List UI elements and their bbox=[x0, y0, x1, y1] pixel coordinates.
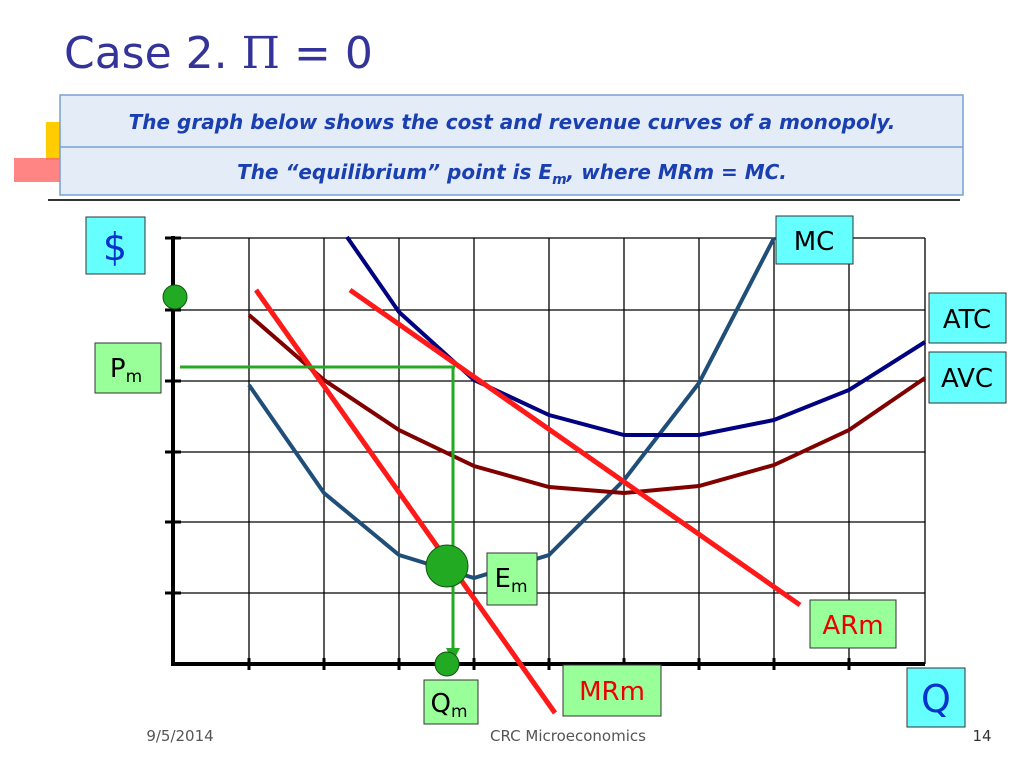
title-prefix: Case 2. bbox=[64, 28, 242, 79]
title-suffix: = 0 bbox=[280, 28, 373, 79]
label-box bbox=[486, 552, 538, 606]
header-box bbox=[59, 94, 964, 196]
x-ticks bbox=[247, 658, 851, 670]
label-box bbox=[775, 215, 854, 265]
em-label: Em bbox=[495, 564, 528, 597]
y-ticks bbox=[165, 236, 181, 595]
avc-curve bbox=[247, 313, 927, 496]
label-main: P bbox=[110, 354, 126, 384]
header-sub: m bbox=[552, 172, 567, 188]
label-box bbox=[809, 599, 897, 649]
mr-curve bbox=[253, 288, 558, 715]
point bbox=[162, 284, 188, 310]
header-text: The “equilibrium” point is E bbox=[237, 160, 552, 184]
header-text: , where MRm = MC. bbox=[566, 160, 787, 184]
footer-center: CRC Microeconomics bbox=[490, 727, 646, 745]
label-box bbox=[423, 679, 479, 725]
title-symbol: Π bbox=[242, 28, 280, 79]
footer-page: 14 bbox=[972, 727, 991, 745]
slide-title: Case 2. Π = 0 bbox=[64, 28, 373, 79]
label-main: E bbox=[495, 564, 511, 594]
mc-curve bbox=[247, 237, 776, 581]
pm-label: Pm bbox=[110, 354, 142, 387]
header-line1: The graph below shows the cost and reven… bbox=[129, 110, 896, 134]
arm-label: ARm bbox=[822, 611, 883, 641]
label-sub: m bbox=[126, 367, 143, 387]
label-box bbox=[85, 216, 146, 275]
footer-date: 9/5/2014 bbox=[146, 727, 213, 745]
dollar-label: $ bbox=[103, 225, 127, 269]
qm-label: Qm bbox=[430, 689, 467, 722]
ar-curve bbox=[348, 287, 802, 608]
label-sub: m bbox=[511, 577, 528, 597]
label-box bbox=[94, 342, 162, 394]
header-line2: The “equilibrium” point is Em, where MRm… bbox=[237, 160, 787, 188]
label-box bbox=[928, 292, 1007, 344]
atc-curve bbox=[345, 235, 927, 437]
equilibrium-point bbox=[425, 544, 469, 588]
avc-label: AVC bbox=[941, 364, 993, 394]
label-sub: m bbox=[451, 702, 468, 722]
point bbox=[434, 651, 460, 677]
mrm-label: MRm bbox=[579, 677, 645, 707]
label-main: Q bbox=[430, 689, 450, 719]
q-label: Q bbox=[921, 677, 951, 721]
label-box bbox=[928, 351, 1007, 404]
label-box bbox=[906, 667, 966, 728]
label-box bbox=[562, 664, 662, 717]
mc-label: MC bbox=[794, 227, 835, 257]
atc-label: ATC bbox=[943, 305, 991, 335]
